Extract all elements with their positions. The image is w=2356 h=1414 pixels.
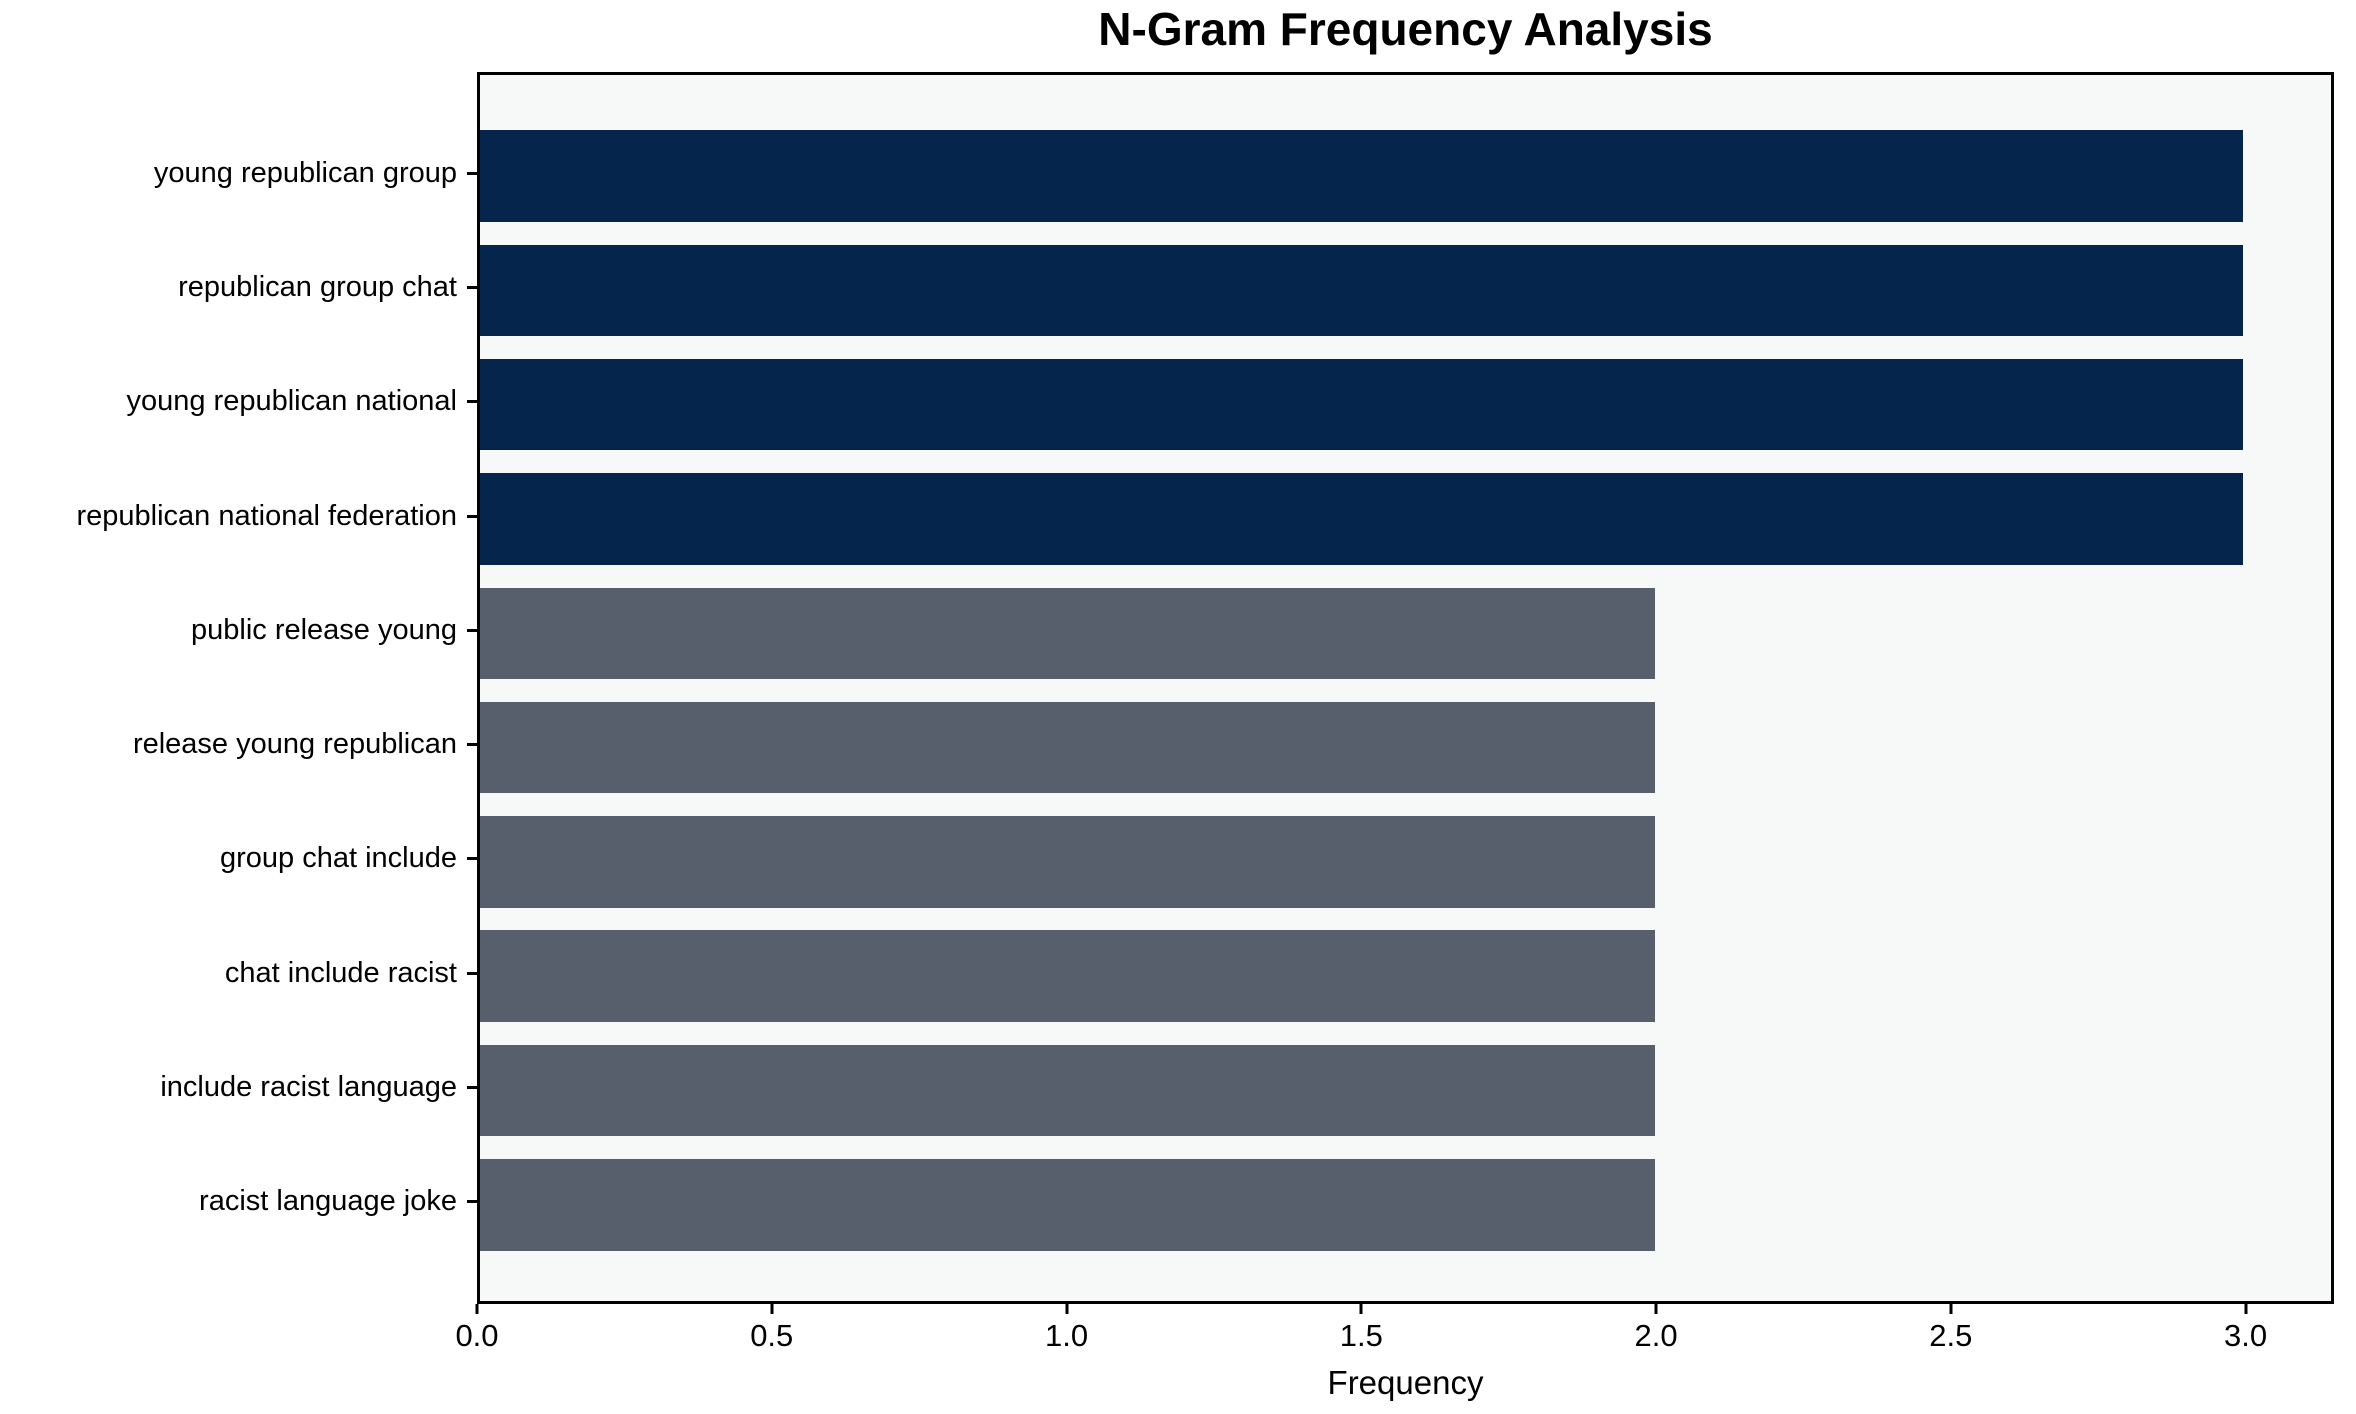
x-tick-label: 2.0 (1634, 1318, 1678, 1353)
y-tick-mark (467, 400, 477, 404)
category-label: group chat include (220, 842, 457, 875)
y-tick-mark (467, 514, 477, 518)
y-tick-mark (467, 743, 477, 747)
bar-row (480, 462, 2331, 576)
y-tick-label: public release young (0, 573, 477, 687)
x-tick-mark (1065, 1304, 1069, 1314)
category-label: racist language joke (199, 1185, 457, 1218)
x-tick-mark (1949, 1304, 1953, 1314)
bar (480, 1159, 1656, 1251)
bar-row (480, 119, 2331, 233)
bar-row (480, 1033, 2331, 1147)
x-tick-mark (2244, 1304, 2248, 1314)
y-tick-label: young republican group (0, 116, 477, 230)
y-tick-mark (467, 285, 477, 289)
bar (480, 930, 1656, 1022)
y-tick-label: republican group chat (0, 230, 477, 344)
bar (480, 244, 2243, 337)
bar (480, 816, 1656, 908)
category-label: young republican national (126, 385, 457, 418)
bar (480, 130, 2243, 222)
bar-row (480, 805, 2331, 919)
x-tick-mark (770, 1304, 774, 1314)
y-tick-mark (467, 1086, 477, 1090)
x-tick-mark (1654, 1304, 1658, 1314)
bar (480, 701, 1656, 794)
x-tick-label: 1.5 (1339, 1318, 1383, 1353)
category-label: republican national federation (76, 499, 458, 532)
bar (480, 587, 1656, 680)
bar-row (480, 919, 2331, 1033)
category-label: release young republican (132, 728, 457, 761)
y-tick-mark (467, 857, 477, 861)
bar (480, 358, 2243, 451)
bar (480, 473, 2243, 565)
x-axis-label: Frequency (1327, 1364, 1484, 1401)
x-tick-label: 0.5 (750, 1318, 794, 1353)
x-tick-label: 1.0 (1044, 1318, 1089, 1353)
y-tick-mark (467, 628, 477, 632)
chart-title: N-Gram Frequency Analysis (1098, 3, 1713, 55)
bars-container (480, 119, 2331, 1262)
y-tick-label: republican national federation (0, 459, 477, 573)
y-axis-labels: young republican group republican group c… (0, 116, 477, 1259)
x-axis-ticks: 0.0 0.5 1.0 1.5 2.0 2.5 3.0 (455, 1304, 2334, 1364)
category-label: republican group chat (178, 270, 457, 303)
y-tick-label: racist language joke (0, 1145, 477, 1259)
plot-area (477, 72, 2334, 1304)
bar-row (480, 576, 2331, 690)
x-tick-label: 2.5 (1929, 1318, 1973, 1353)
x-tick-label: 0.0 (455, 1318, 499, 1353)
category-label: public release young (190, 613, 457, 646)
y-tick-mark (467, 1200, 477, 1204)
category-label: young republican group (153, 156, 457, 189)
bar-row (480, 690, 2331, 804)
x-tick-mark (475, 1304, 479, 1314)
y-tick-label: group chat include (0, 802, 477, 916)
x-tick-mark (1359, 1304, 1363, 1314)
bar-row (480, 348, 2331, 462)
bar-row (480, 233, 2331, 347)
y-tick-label: chat include racist (0, 916, 477, 1030)
bar (480, 1044, 1656, 1137)
y-tick-label: young republican national (0, 345, 477, 459)
category-label: include racist language (160, 1071, 457, 1104)
x-tick-label: 3.0 (2224, 1318, 2268, 1353)
y-tick-mark (467, 171, 477, 175)
y-tick-label: include racist language (0, 1030, 477, 1144)
y-tick-label: release young republican (0, 687, 477, 801)
y-tick-mark (467, 971, 477, 975)
bar-row (480, 1148, 2331, 1262)
category-label: chat include racist (224, 956, 457, 989)
